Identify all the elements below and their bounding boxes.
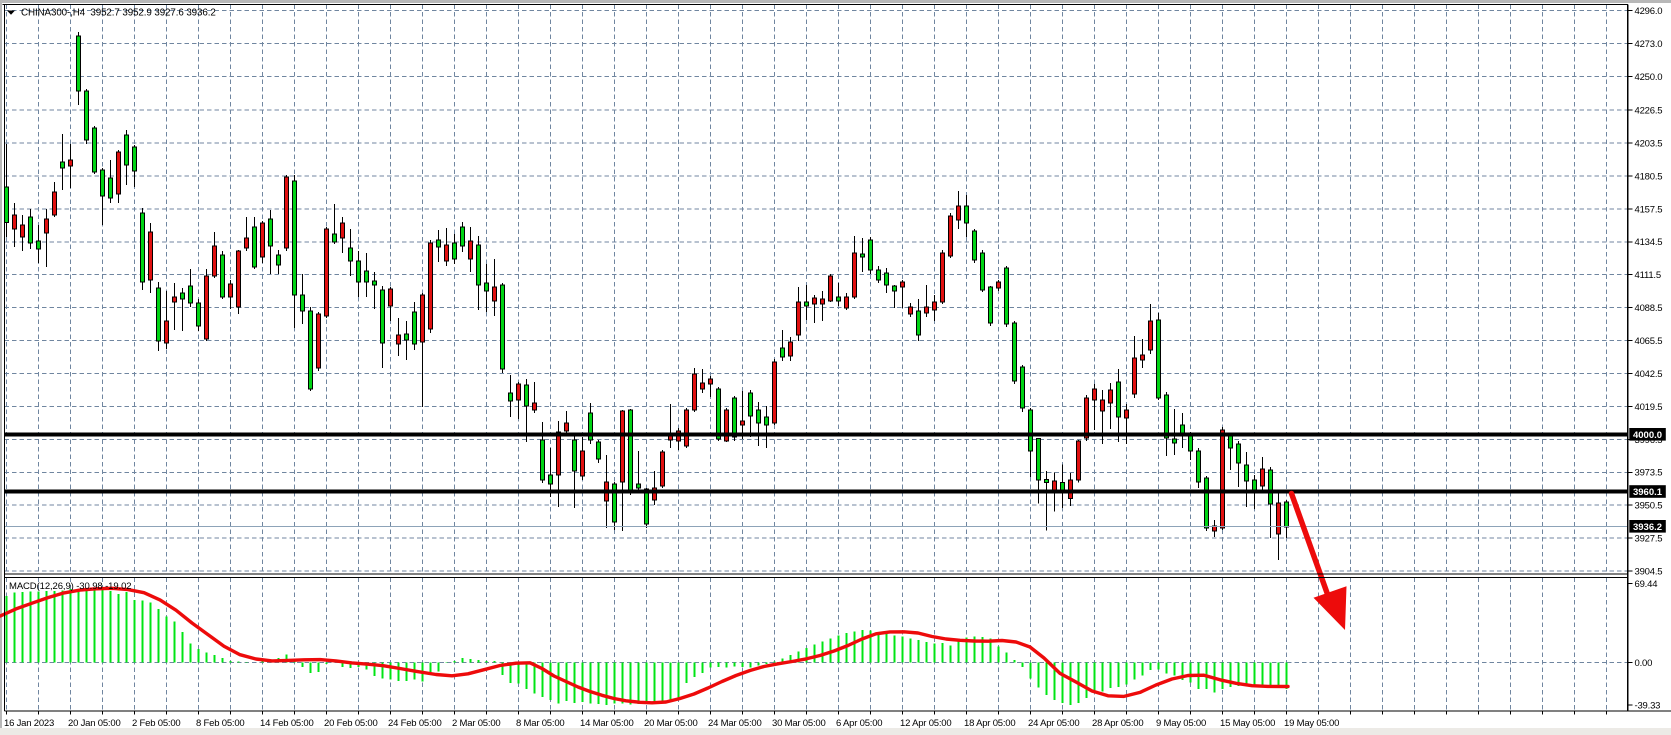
svg-text:4000.0: 4000.0	[1633, 430, 1662, 441]
svg-text:24 Apr 05:00: 24 Apr 05:00	[1028, 718, 1079, 729]
svg-text:16 Jan 2023: 16 Jan 2023	[4, 718, 54, 729]
svg-text:4157.5: 4157.5	[1635, 204, 1663, 215]
svg-text:4226.5: 4226.5	[1635, 106, 1663, 117]
svg-text:14 Mar 05:00: 14 Mar 05:00	[580, 718, 634, 729]
svg-text:18 Apr 05:00: 18 Apr 05:00	[964, 718, 1015, 729]
svg-text:MACD(12,26,9) -30.98 -19.02: MACD(12,26,9) -30.98 -19.02	[9, 581, 131, 592]
svg-text:2 Feb 05:00: 2 Feb 05:00	[132, 718, 181, 729]
svg-text:8 Feb 05:00: 8 Feb 05:00	[196, 718, 245, 729]
svg-text:4250.0: 4250.0	[1635, 72, 1663, 83]
svg-text:2 Mar 05:00: 2 Mar 05:00	[452, 718, 501, 729]
svg-text:20 Mar 05:00: 20 Mar 05:00	[644, 718, 698, 729]
svg-text:4180.5: 4180.5	[1635, 171, 1663, 182]
svg-text:69.44: 69.44	[1635, 579, 1658, 590]
svg-text:4065.5: 4065.5	[1635, 336, 1663, 347]
svg-text:8 Mar 05:00: 8 Mar 05:00	[516, 718, 565, 729]
svg-text:3960.1: 3960.1	[1633, 487, 1663, 498]
svg-text:4019.5: 4019.5	[1635, 402, 1663, 413]
svg-text:15 May 05:00: 15 May 05:00	[1220, 718, 1275, 729]
svg-text:19 May 05:00: 19 May 05:00	[1284, 718, 1339, 729]
svg-text:3927.5: 3927.5	[1635, 534, 1663, 545]
svg-text:4203.5: 4203.5	[1635, 138, 1663, 149]
svg-text:-39.33: -39.33	[1635, 700, 1661, 711]
svg-text:4273.0: 4273.0	[1635, 39, 1663, 50]
svg-text:24 Feb 05:00: 24 Feb 05:00	[388, 718, 442, 729]
svg-text:4042.5: 4042.5	[1635, 369, 1663, 380]
svg-text:24 Mar 05:00: 24 Mar 05:00	[708, 718, 762, 729]
svg-text:3950.5: 3950.5	[1635, 501, 1663, 512]
svg-text:CHINA300-,H4 3952.7 3952.9 39: CHINA300-,H4 3952.7 3952.9 3927.6 3936.2	[21, 7, 216, 18]
svg-text:20 Jan 05:00: 20 Jan 05:00	[68, 718, 121, 729]
svg-text:14 Feb 05:00: 14 Feb 05:00	[260, 718, 314, 729]
svg-text:28 Apr 05:00: 28 Apr 05:00	[1092, 718, 1143, 729]
svg-text:3904.5: 3904.5	[1635, 567, 1663, 578]
svg-text:4134.5: 4134.5	[1635, 237, 1663, 248]
svg-text:4088.5: 4088.5	[1635, 303, 1663, 314]
svg-text:12 Apr 05:00: 12 Apr 05:00	[900, 718, 951, 729]
svg-text:0.00: 0.00	[1635, 658, 1653, 669]
svg-text:30 Mar 05:00: 30 Mar 05:00	[772, 718, 826, 729]
svg-text:4296.0: 4296.0	[1635, 6, 1663, 17]
svg-text:6 Apr 05:00: 6 Apr 05:00	[836, 718, 882, 729]
svg-text:4111.5: 4111.5	[1635, 270, 1661, 281]
svg-text:9 May 05:00: 9 May 05:00	[1156, 718, 1206, 729]
svg-text:20 Feb 05:00: 20 Feb 05:00	[324, 718, 378, 729]
svg-text:3936.2: 3936.2	[1633, 522, 1662, 533]
svg-text:3973.5: 3973.5	[1635, 468, 1663, 479]
